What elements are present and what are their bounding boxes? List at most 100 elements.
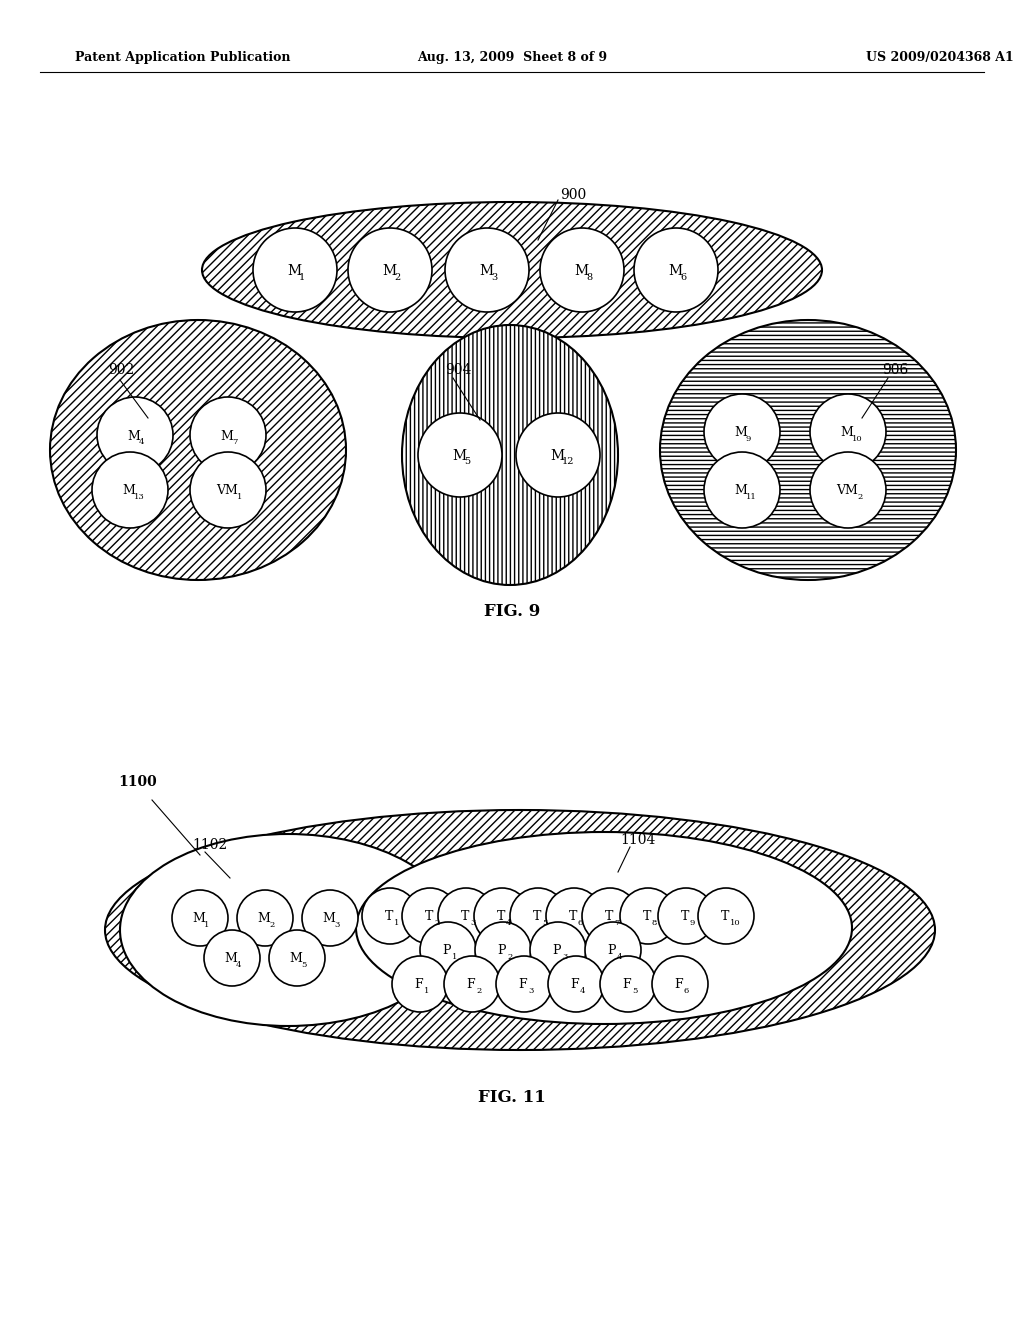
Circle shape bbox=[418, 413, 502, 498]
Text: M: M bbox=[258, 912, 270, 925]
Text: 8: 8 bbox=[652, 919, 657, 927]
Circle shape bbox=[190, 451, 266, 528]
Text: 7: 7 bbox=[614, 919, 620, 927]
Text: 8: 8 bbox=[586, 272, 592, 281]
Ellipse shape bbox=[402, 325, 618, 585]
Text: M: M bbox=[290, 953, 302, 965]
Ellipse shape bbox=[120, 834, 456, 1026]
Circle shape bbox=[392, 956, 449, 1012]
Circle shape bbox=[253, 228, 337, 312]
Ellipse shape bbox=[50, 319, 346, 579]
Text: M: M bbox=[841, 426, 853, 440]
Text: 5: 5 bbox=[542, 919, 548, 927]
Text: M: M bbox=[220, 429, 233, 442]
Text: M: M bbox=[479, 264, 494, 279]
Text: P: P bbox=[553, 945, 561, 957]
Text: M: M bbox=[734, 484, 748, 498]
Text: F: F bbox=[570, 978, 580, 991]
Text: 900: 900 bbox=[560, 187, 587, 202]
Text: F: F bbox=[675, 978, 683, 991]
Circle shape bbox=[546, 888, 602, 944]
Circle shape bbox=[97, 397, 173, 473]
Text: VM: VM bbox=[216, 484, 238, 498]
Ellipse shape bbox=[105, 810, 935, 1049]
Text: M: M bbox=[573, 264, 588, 279]
Circle shape bbox=[269, 931, 325, 986]
Text: 2: 2 bbox=[507, 953, 512, 961]
Text: M: M bbox=[123, 484, 135, 498]
Circle shape bbox=[658, 888, 714, 944]
Text: VM: VM bbox=[836, 484, 858, 498]
Ellipse shape bbox=[202, 202, 822, 338]
Text: 9: 9 bbox=[746, 436, 752, 444]
Text: P: P bbox=[498, 945, 506, 957]
Circle shape bbox=[585, 921, 641, 978]
Text: 5: 5 bbox=[464, 458, 470, 466]
Text: FIG. 9: FIG. 9 bbox=[484, 603, 540, 620]
Text: 1: 1 bbox=[299, 272, 305, 281]
Circle shape bbox=[237, 890, 293, 946]
Text: Patent Application Publication: Patent Application Publication bbox=[75, 51, 291, 65]
Circle shape bbox=[540, 228, 624, 312]
Circle shape bbox=[698, 888, 754, 944]
Text: 2: 2 bbox=[434, 919, 439, 927]
Text: US 2009/0204368 A1: US 2009/0204368 A1 bbox=[866, 51, 1014, 65]
Text: Aug. 13, 2009  Sheet 8 of 9: Aug. 13, 2009 Sheet 8 of 9 bbox=[417, 51, 607, 65]
Circle shape bbox=[444, 956, 500, 1012]
Text: M: M bbox=[668, 264, 682, 279]
Text: T: T bbox=[532, 911, 542, 924]
Circle shape bbox=[190, 397, 266, 473]
Circle shape bbox=[302, 890, 358, 946]
Text: 906: 906 bbox=[882, 363, 908, 378]
Text: M: M bbox=[193, 912, 206, 925]
Text: 1: 1 bbox=[424, 987, 429, 995]
Text: F: F bbox=[415, 978, 423, 991]
Text: T: T bbox=[568, 911, 578, 924]
Circle shape bbox=[705, 393, 780, 470]
Text: FIG. 11: FIG. 11 bbox=[478, 1089, 546, 1106]
Circle shape bbox=[652, 956, 708, 1012]
Text: 9: 9 bbox=[690, 919, 695, 927]
Text: T: T bbox=[385, 911, 393, 924]
Text: P: P bbox=[608, 945, 616, 957]
Text: T: T bbox=[721, 911, 729, 924]
Text: F: F bbox=[519, 978, 527, 991]
Text: F: F bbox=[467, 978, 475, 991]
Text: 7: 7 bbox=[232, 438, 238, 446]
Text: 3: 3 bbox=[562, 953, 567, 961]
Text: 2: 2 bbox=[857, 492, 862, 502]
Text: M: M bbox=[550, 449, 564, 463]
Text: T: T bbox=[605, 911, 613, 924]
Text: 1104: 1104 bbox=[620, 833, 655, 847]
Circle shape bbox=[172, 890, 228, 946]
Text: 3: 3 bbox=[528, 987, 534, 995]
Text: 6: 6 bbox=[680, 272, 686, 281]
Ellipse shape bbox=[356, 832, 852, 1024]
Text: 3: 3 bbox=[470, 919, 475, 927]
Circle shape bbox=[600, 956, 656, 1012]
Text: 2: 2 bbox=[476, 987, 481, 995]
Text: M: M bbox=[382, 264, 396, 279]
Circle shape bbox=[402, 888, 458, 944]
Circle shape bbox=[510, 888, 566, 944]
Text: T: T bbox=[425, 911, 433, 924]
Text: 2: 2 bbox=[269, 921, 274, 929]
Text: 3: 3 bbox=[490, 272, 498, 281]
Text: P: P bbox=[442, 945, 452, 957]
Text: 1: 1 bbox=[394, 919, 399, 927]
Circle shape bbox=[705, 451, 780, 528]
Text: 2: 2 bbox=[394, 272, 400, 281]
Text: T: T bbox=[461, 911, 469, 924]
Circle shape bbox=[620, 888, 676, 944]
Text: 13: 13 bbox=[134, 492, 144, 502]
Text: T: T bbox=[681, 911, 689, 924]
Text: F: F bbox=[623, 978, 632, 991]
Text: 10: 10 bbox=[730, 919, 740, 927]
Circle shape bbox=[582, 888, 638, 944]
Circle shape bbox=[420, 921, 476, 978]
Circle shape bbox=[362, 888, 418, 944]
Text: 4: 4 bbox=[236, 961, 242, 969]
Circle shape bbox=[92, 451, 168, 528]
Circle shape bbox=[634, 228, 718, 312]
Text: M: M bbox=[452, 449, 466, 463]
